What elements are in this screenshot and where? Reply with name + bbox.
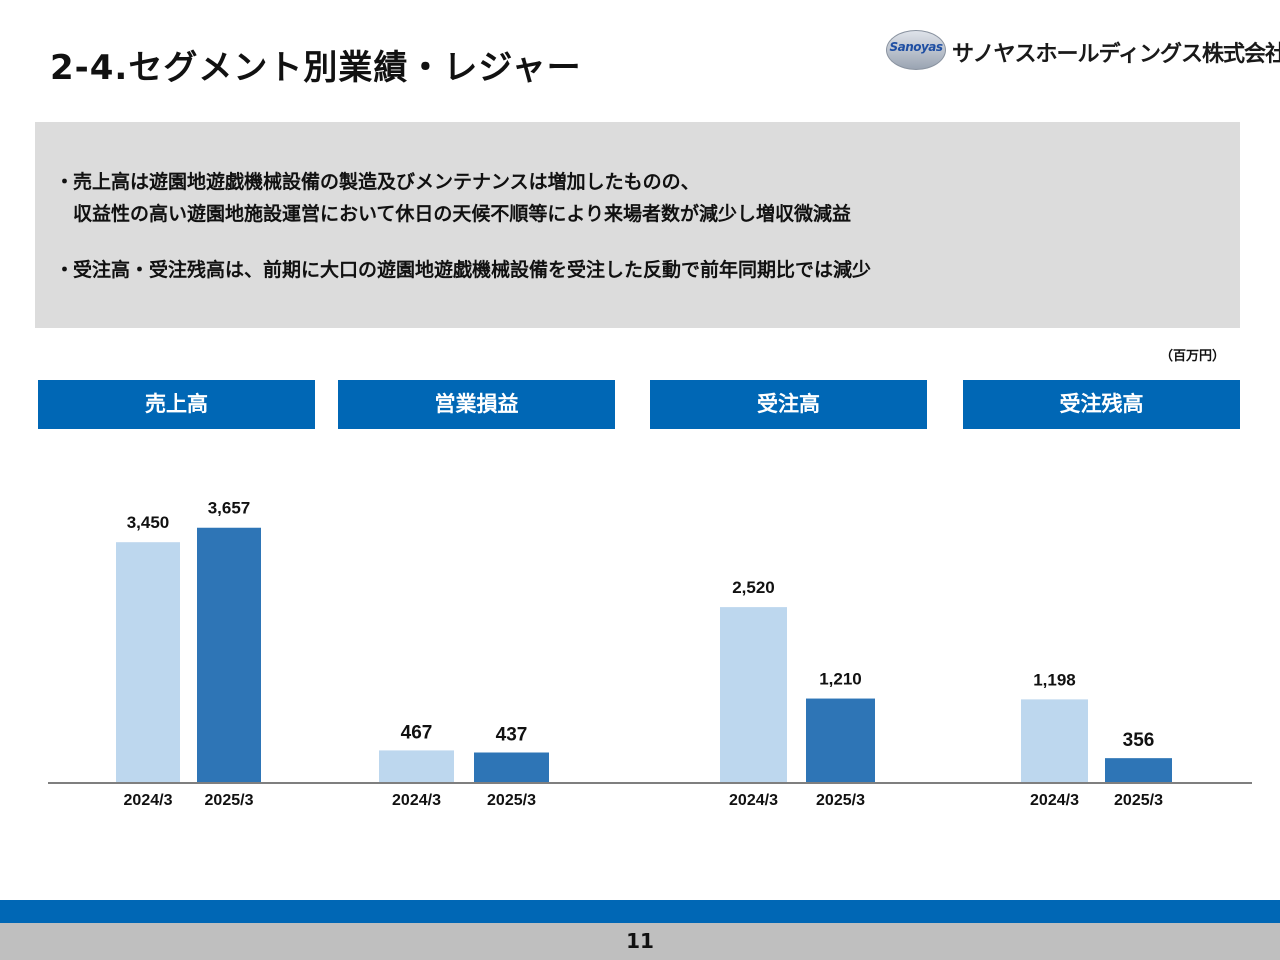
segment-header-sales: 売上高 [38,380,315,429]
bar-4-1 [1021,699,1088,783]
bullet-text-line1: 受注高・受注残高は、前期に大口の遊園地遊戯機械設備を受注した反動で前年同期比では… [73,259,872,281]
bar-1-1 [116,542,180,783]
bar-4-2 [1105,758,1172,783]
segment-header-operating-profit: 営業損益 [338,380,615,429]
x-tick-label: 2024/3 [1030,792,1079,809]
x-tick-label: 2025/3 [1114,792,1163,809]
bullet-text-line1: 売上高は遊園地遊戯機械設備の製造及びメンテナンスは増加したものの、 [73,171,700,193]
page-title: 2-4.セグメント別業績・レジャー [50,48,582,88]
company-logo: Sanoyas サノヤスホールディングス株式会社 [886,28,1280,78]
x-tick-label: 2025/3 [205,792,254,809]
segment-header-orders: 受注高 [650,380,927,429]
data-label: 1,198 [1033,670,1076,689]
data-label: 467 [401,722,433,743]
x-tick-label: 2024/3 [124,792,173,809]
bar-3-1 [720,607,787,783]
unit-label: （百万円） [1160,349,1226,364]
segment-bar-chart: 3,450 2024/3 3,657 2025/3 467 2024/3 437 2025/3… [48,499,1252,809]
bar-2-2 [474,752,549,783]
data-label: 3,450 [127,513,170,532]
x-tick-label: 2025/3 [487,792,536,809]
data-label: 437 [496,724,528,745]
logo-wordmark: Sanoyas [889,40,943,54]
data-label: 1,210 [819,670,862,689]
summary-bullet-2: ・受注高・受注残高は、前期に大口の遊園地遊戯機械設備を受注した反動で前年同期比で… [55,254,871,286]
summary-bullet-1: ・売上高は遊園地遊戯機械設備の製造及びメンテナンスは増加したものの、 収益性の高… [55,166,851,230]
company-name: サノヤスホールディングス株式会社 [952,42,1280,67]
x-tick-label: 2025/3 [816,792,865,809]
page-number: 11 [0,923,1280,960]
data-label: 356 [1123,730,1155,751]
bar-1-2 [197,527,261,783]
bar-3-2 [806,698,875,783]
data-label: 3,657 [208,499,251,518]
data-label: 2,520 [732,578,775,597]
bar-2-1 [379,750,454,783]
x-tick-label: 2024/3 [729,792,778,809]
summary-box: ・売上高は遊園地遊戯機械設備の製造及びメンテナンスは増加したものの、 収益性の高… [35,122,1240,328]
bullet-text-line2: 収益性の高い遊園地施設運営において休日の天候不順等により来場者数が減少し増収微減… [73,203,852,225]
segment-header-backlog: 受注残高 [963,380,1240,429]
bullet-mark: ・ [55,259,75,281]
logo-oval-icon [886,30,946,70]
x-tick-label: 2024/3 [392,792,441,809]
footer-band [0,900,1280,923]
bullet-mark: ・ [55,171,75,193]
